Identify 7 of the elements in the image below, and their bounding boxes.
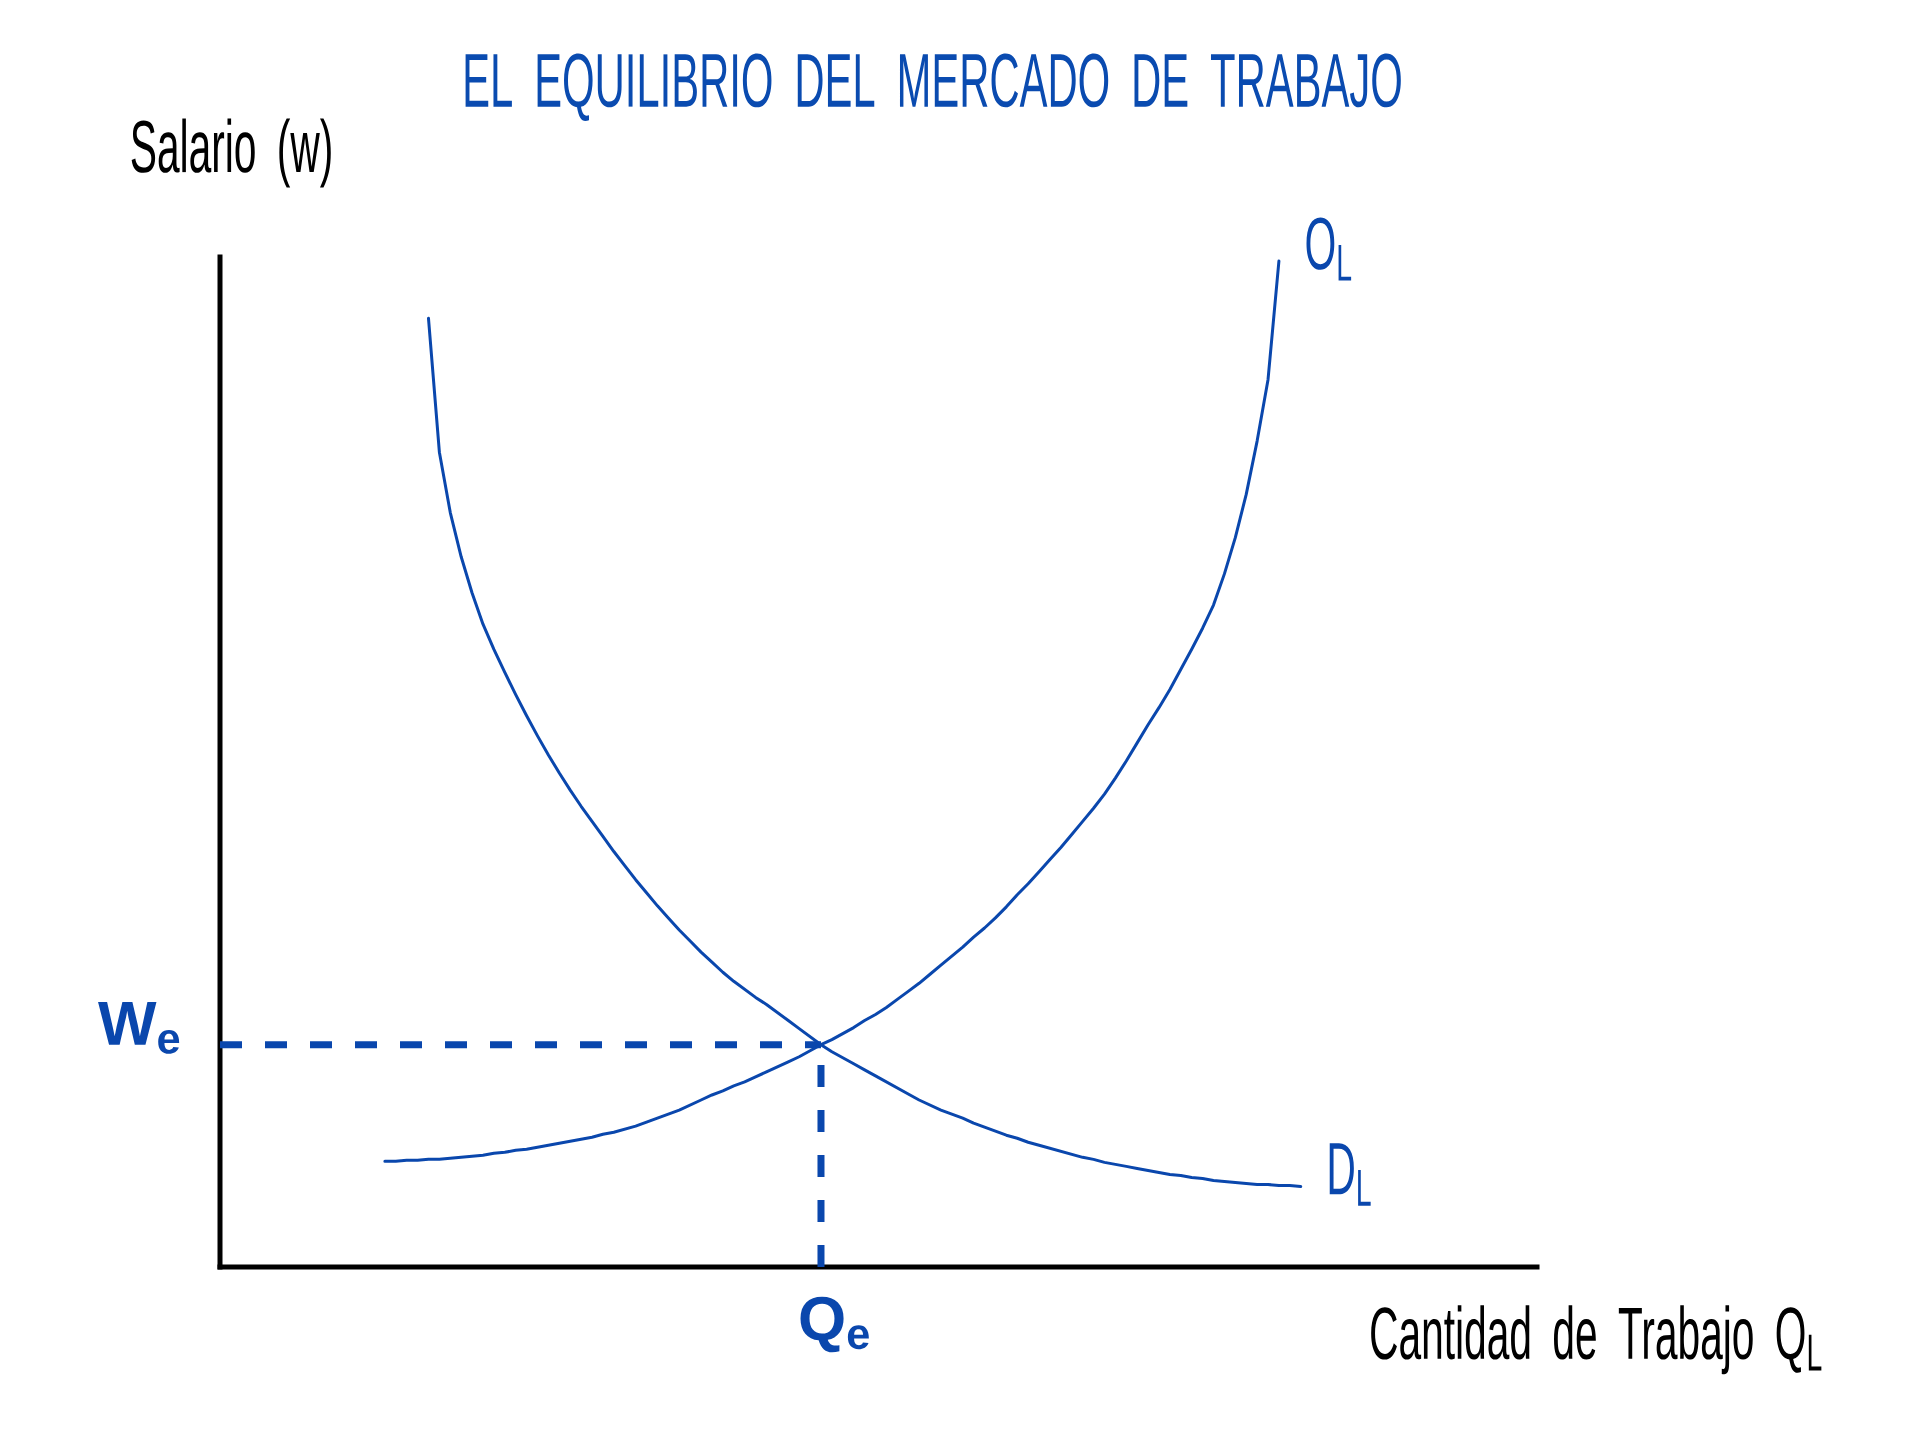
text: Q$_{e}$	[800, 1296, 869, 1353]
series-label: O$_{L}$	[1306, 217, 1352, 281]
ref-line-label: W$_{e}$	[98, 1002, 180, 1054]
x-axis-title: Cantidad de Trabajo Q$_{L}$	[1371, 1305, 1822, 1375]
series-label: D$_{L}$	[1329, 1143, 1371, 1206]
y-axis-title: Salario (w)	[131, 118, 331, 188]
chart-title: EL EQUILIBRIO DEL MERCADO DE TRABAJO	[465, 53, 1401, 121]
